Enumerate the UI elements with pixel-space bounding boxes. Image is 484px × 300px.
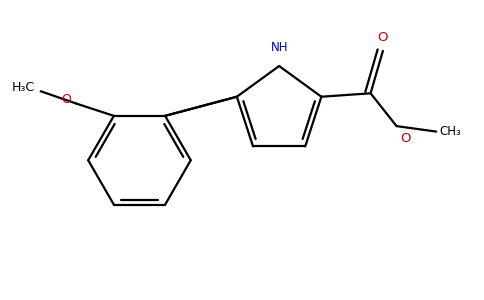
Text: O: O xyxy=(378,31,388,44)
Text: O: O xyxy=(400,132,410,145)
Text: CH₃: CH₃ xyxy=(439,125,461,138)
Text: O: O xyxy=(61,93,71,106)
Text: NH: NH xyxy=(271,41,288,54)
Text: H₃C: H₃C xyxy=(12,81,35,94)
